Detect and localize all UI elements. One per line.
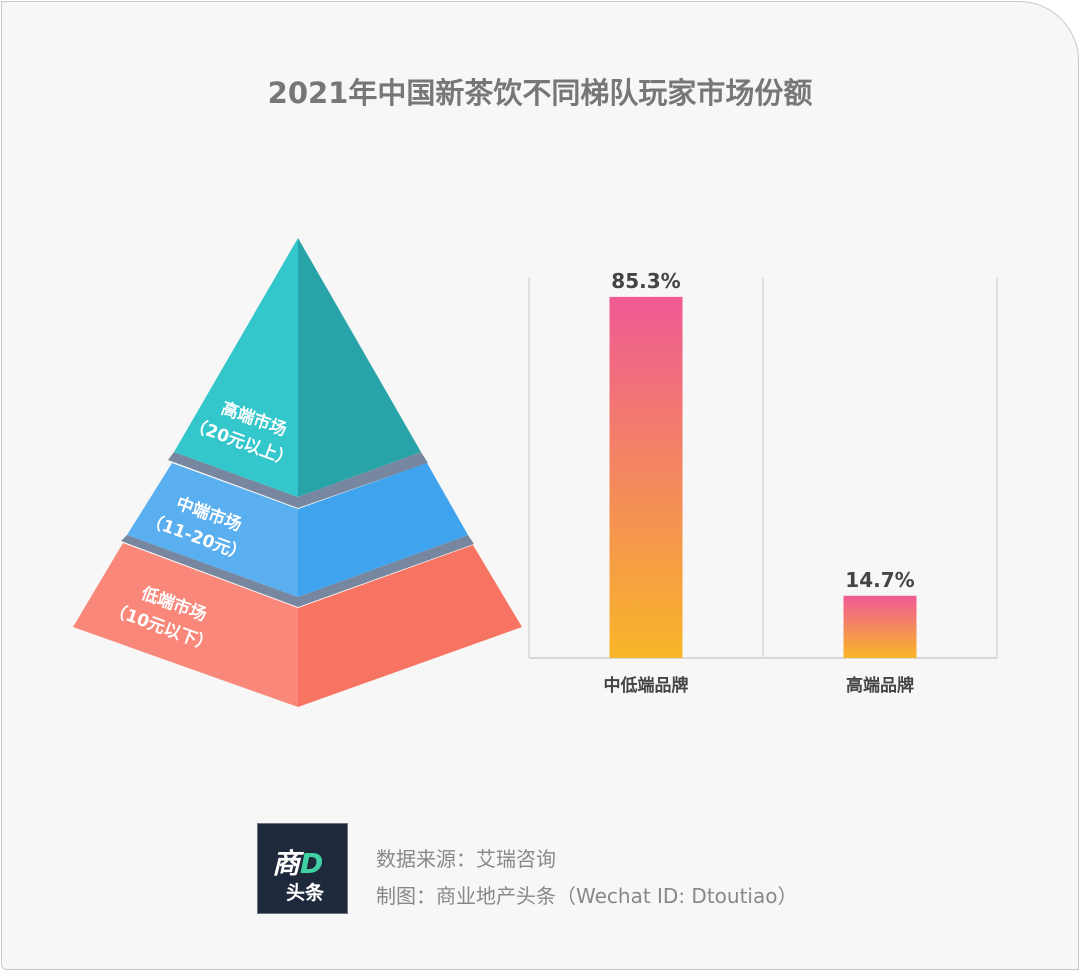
credit-text: 制图：商业地产头条（Wechat ID: Dtoutiao） [376,884,798,908]
logo-text: 商 [272,847,301,880]
logo-d: D [300,847,324,880]
logo: 商D 头条 [257,823,348,914]
logo-text-2: 头条 [286,882,325,904]
chart-title: 2021年中国新茶饮不同梯队玩家市场份额 [267,76,813,110]
source-text: 数据来源：艾瑞咨询 [376,847,556,871]
